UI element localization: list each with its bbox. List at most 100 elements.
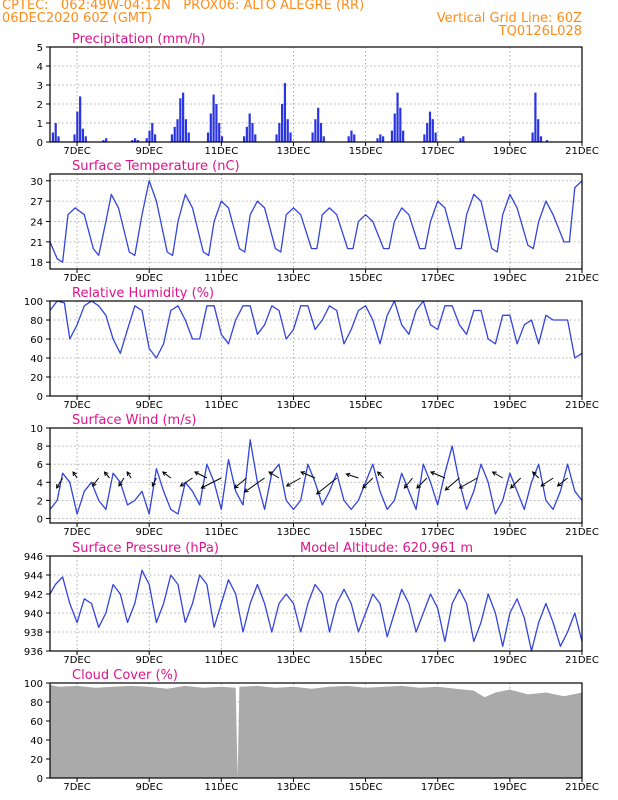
wind-ytick-label: 6 <box>37 460 43 471</box>
rh-ytick-label: 20 <box>30 373 43 384</box>
precip-bar <box>396 92 399 142</box>
wind-arrow-head <box>72 471 77 477</box>
precip-bar <box>350 130 353 142</box>
precip-bar <box>423 134 426 142</box>
precip-title: Precipitation (mm/h) <box>72 32 205 47</box>
wind-arrow <box>92 477 100 487</box>
wind-arrow-head <box>362 484 367 489</box>
wind-xtick-label: 15DEC <box>349 527 383 538</box>
temp-title: Surface Temperature (nC) <box>72 159 240 174</box>
precip-bar <box>145 138 148 142</box>
precip-bar <box>289 132 292 142</box>
rh-xtick-label: 13DEC <box>277 400 311 411</box>
press-ytick-label: 938 <box>24 628 43 639</box>
press-xtick-label: 15DEC <box>349 655 383 666</box>
precip-bar <box>428 111 432 142</box>
wind-arrow-head <box>444 486 450 491</box>
press-ytick-label: 936 <box>24 647 43 658</box>
precip-bar <box>311 132 314 142</box>
cloud-ytick-label: 100 <box>24 679 43 690</box>
wind-arrow-head <box>458 484 464 489</box>
wind-ytick-label: 10 <box>30 424 43 435</box>
header-line-2: 06DEC2020 60Z (GMT) <box>2 11 153 26</box>
cloud-xtick-label: 7DEC <box>63 782 90 793</box>
wind-arrow <box>540 477 554 487</box>
wind-arrow <box>286 477 301 487</box>
wind-arrow-head <box>429 471 435 476</box>
precip-xtick-label: 19DEC <box>493 146 527 157</box>
press-ytick-label: 946 <box>24 552 43 563</box>
precip-bar <box>283 83 287 142</box>
wind-arrow <box>104 471 110 479</box>
wind-arrow <box>346 473 359 479</box>
cloud-xtick-label: 13DEC <box>277 782 311 793</box>
wind-ytick-label: 2 <box>37 496 43 507</box>
precip-bar <box>531 132 534 142</box>
wind-arrow <box>244 477 265 493</box>
wind-arrow-head <box>403 483 409 489</box>
precip-bar <box>281 104 284 142</box>
wind-arrow <box>377 471 384 479</box>
wind-xtick-label: 13DEC <box>277 527 311 538</box>
cloud-xtick-label: 21DEC <box>565 782 599 793</box>
precip-bar <box>54 123 57 142</box>
precip-bar <box>176 119 179 142</box>
precip-bar <box>534 92 537 142</box>
rh-xtick-label: 7DEC <box>63 400 90 411</box>
precip-bar <box>322 136 325 142</box>
precip-bar <box>170 134 174 142</box>
precip-bar <box>353 134 356 142</box>
wind-arrow-head <box>126 471 131 477</box>
wind-arrow-head <box>193 471 199 476</box>
wind-arrow-head <box>268 471 274 476</box>
wind-arrow-head <box>118 481 123 487</box>
precip-bar <box>153 134 157 142</box>
press-xtick-label: 17DEC <box>421 655 455 666</box>
cloud-title: Cloud Cover (%) <box>72 668 178 683</box>
wind-arrow <box>557 477 568 487</box>
precip-xtick-label: 9DEC <box>135 146 162 157</box>
wind-arrow <box>416 477 428 489</box>
precip-bar <box>51 132 55 142</box>
rh-xtick-label: 11DEC <box>204 400 238 411</box>
precip-ytick-label: 1 <box>37 119 43 130</box>
cloud-xtick-label: 9DEC <box>135 782 162 793</box>
cloud-ytick-label: 60 <box>30 717 43 728</box>
press-xtick-label: 21DEC <box>565 655 599 666</box>
wind-xtick-label: 7DEC <box>63 527 90 538</box>
wind-arrow-head <box>285 482 291 487</box>
cloud-ytick-label: 80 <box>30 698 43 709</box>
temp-xtick-label: 15DEC <box>349 273 383 284</box>
rh-xtick-label: 15DEC <box>349 400 383 411</box>
press-xtick-label: 9DEC <box>135 655 162 666</box>
rh-xtick-label: 9DEC <box>135 400 162 411</box>
precip-bar <box>81 128 85 142</box>
precip-bar <box>393 113 396 142</box>
wind-xtick-label: 17DEC <box>421 527 455 538</box>
wind-arrow-head <box>345 472 351 478</box>
precip-bar <box>537 119 540 142</box>
precip-bar <box>539 136 543 142</box>
precip-bar <box>131 140 134 142</box>
precip-bar <box>133 138 137 142</box>
press-xtick-label: 13DEC <box>277 655 311 666</box>
wind-title: Surface Wind (m/s) <box>72 413 196 428</box>
wind-arrow-head <box>300 471 306 476</box>
wind-arrow <box>162 471 172 479</box>
precip-bar <box>220 136 224 142</box>
wind-xtick-label: 19DEC <box>493 527 527 538</box>
wind-arrow-head <box>243 488 249 493</box>
precip-bar <box>379 134 382 142</box>
precip-bar <box>187 132 190 142</box>
precip-bar <box>319 123 323 142</box>
temp-xtick-label: 17DEC <box>421 273 455 284</box>
precip-bar <box>431 119 434 142</box>
temp-xtick-label: 9DEC <box>135 273 162 284</box>
press-title: Surface Pressure (hPa) <box>72 541 219 556</box>
precip-bar <box>76 111 79 142</box>
precip-bar <box>206 132 210 142</box>
precip-bar <box>314 119 317 142</box>
rh-series-line <box>49 300 583 359</box>
precip-bar <box>248 113 251 142</box>
